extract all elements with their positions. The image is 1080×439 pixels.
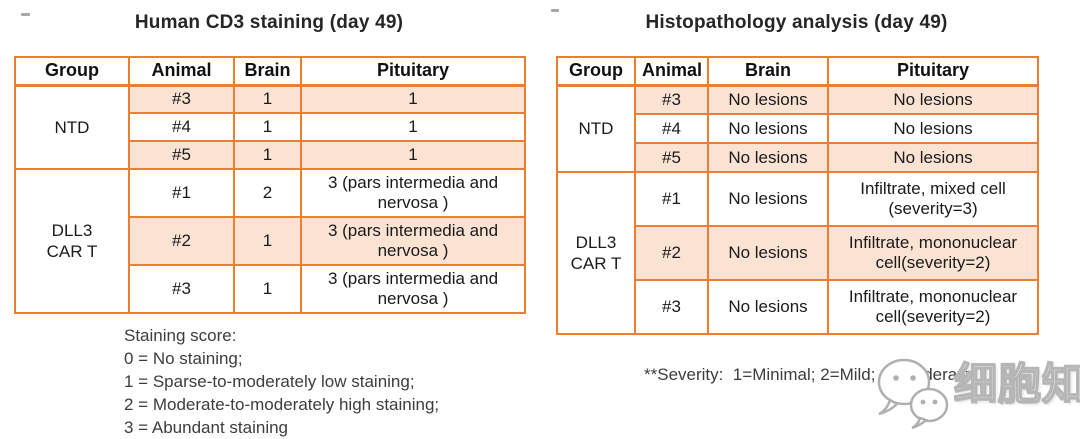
group-cell-ntd: NTD (14, 84, 130, 170)
table-row: #4 No lesions No lesions (557, 113, 1039, 144)
legend-line: 0 = No staining; (124, 349, 243, 368)
staining-score-legend: Staining score: 0 = No staining; 1 = Spa… (124, 324, 524, 439)
brain-cell: 1 (233, 140, 302, 170)
cd3-staining-title: Human CD3 staining (day 49) (134, 12, 404, 33)
brain-cell: No lesions (707, 279, 829, 335)
pituitary-cell: 3 (pars intermedia and nervosa ) (300, 168, 526, 218)
animal-cell: #4 (634, 113, 709, 144)
group-cell-ntd: NTD (556, 84, 636, 173)
group-cell-dll3-cart: DLL3 CAR T (14, 168, 130, 314)
brain-cell: 2 (233, 168, 302, 218)
stray-mark (21, 13, 30, 16)
animal-cell: #4 (128, 112, 235, 142)
table-row: #3 1 3 (pars intermedia and nervosa ) (15, 264, 526, 314)
pituitary-cell: No lesions (827, 84, 1039, 115)
pituitary-cell: 1 (300, 140, 526, 170)
column-header-brain: Brain (707, 56, 829, 87)
animal-cell: #5 (634, 142, 709, 173)
animal-cell: #2 (128, 216, 235, 266)
stray-mark (551, 9, 559, 12)
histopathology-panel: Histopathology analysis (day 49) Group A… (556, 10, 1039, 385)
table-row: #3 No lesions Infiltrate, mononuclear ce… (557, 279, 1039, 335)
table-row: NTD #3 1 1 (14, 84, 526, 170)
cd3-staining-panel: Human CD3 staining (day 49) Group Animal… (14, 10, 526, 439)
column-header-pituitary: Pituitary (300, 56, 526, 87)
brain-cell: No lesions (707, 142, 829, 173)
table-row: #2 No lesions Infiltrate, mononuclear ce… (557, 225, 1039, 281)
animal-cell: #2 (634, 225, 709, 281)
table-row: #4 1 1 (15, 112, 526, 142)
legend-line: 3 = Abundant staining (124, 418, 288, 437)
severity-legend: **Severity: 1=Minimal; 2=Mild; 3=Moderat… (644, 365, 972, 384)
brain-cell: No lesions (707, 171, 829, 227)
animal-cell: #3 (128, 84, 235, 114)
animal-cell: #1 (128, 168, 235, 218)
pituitary-cell: 3 (pars intermedia and nervosa ) (300, 264, 526, 314)
animal-cell: #5 (128, 140, 235, 170)
pituitary-cell: 1 (300, 112, 526, 142)
pituitary-cell: Infiltrate, mononuclear cell(severity=2) (827, 225, 1039, 281)
column-header-pituitary: Pituitary (827, 56, 1039, 87)
table-row: DLL3 CAR T #1 No lesions Infiltrate, mix… (556, 171, 1039, 335)
brain-cell: No lesions (707, 113, 829, 144)
table-row: #5 No lesions No lesions (557, 142, 1039, 173)
animal-cell: #3 (634, 84, 709, 115)
table-row: #5 1 1 (15, 140, 526, 170)
brain-cell: 1 (233, 84, 302, 114)
cd3-staining-table: Group Animal Brain Pituitary NTD #3 1 1 … (14, 56, 526, 314)
table-row: NTD #3 No lesions No lesions (556, 84, 1039, 173)
pituitary-cell: 3 (pars intermedia and nervosa ) (300, 216, 526, 266)
table-row: #2 1 3 (pars intermedia and nervosa ) (15, 216, 526, 266)
pituitary-cell: No lesions (827, 142, 1039, 173)
table-row: DLL3 CAR T #1 2 3 (pars intermedia and n… (14, 168, 526, 314)
pituitary-cell: Infiltrate, mixed cell (severity=3) (827, 171, 1039, 227)
column-header-animal: Animal (634, 56, 709, 87)
brain-cell: No lesions (707, 225, 829, 281)
brain-cell: No lesions (707, 84, 829, 115)
histopathology-title: Histopathology analysis (day 49) (645, 12, 948, 33)
pituitary-cell: No lesions (827, 113, 1039, 144)
column-header-group: Group (14, 56, 130, 87)
brain-cell: 1 (233, 264, 302, 314)
legend-line: 2 = Moderate-to-moderately high staining… (124, 395, 440, 414)
animal-cell: #3 (634, 279, 709, 335)
header-row: Group Animal Brain Pituitary (14, 56, 526, 87)
pituitary-cell: 1 (300, 84, 526, 114)
header-row: Group Animal Brain Pituitary (556, 56, 1039, 87)
group-cell-dll3-cart: DLL3 CAR T (556, 171, 636, 335)
animal-cell: #3 (128, 264, 235, 314)
legend-line: 1 = Sparse-to-moderately low staining; (124, 372, 415, 391)
column-header-animal: Animal (128, 56, 235, 87)
legend-line: Staining score: (124, 326, 237, 345)
brain-cell: 1 (233, 216, 302, 266)
column-header-brain: Brain (233, 56, 302, 87)
histopathology-table: Group Animal Brain Pituitary NTD #3 No l… (556, 56, 1039, 335)
pituitary-cell: Infiltrate, mononuclear cell(severity=2) (827, 279, 1039, 335)
brain-cell: 1 (233, 112, 302, 142)
column-header-group: Group (556, 56, 636, 87)
animal-cell: #1 (634, 171, 709, 227)
